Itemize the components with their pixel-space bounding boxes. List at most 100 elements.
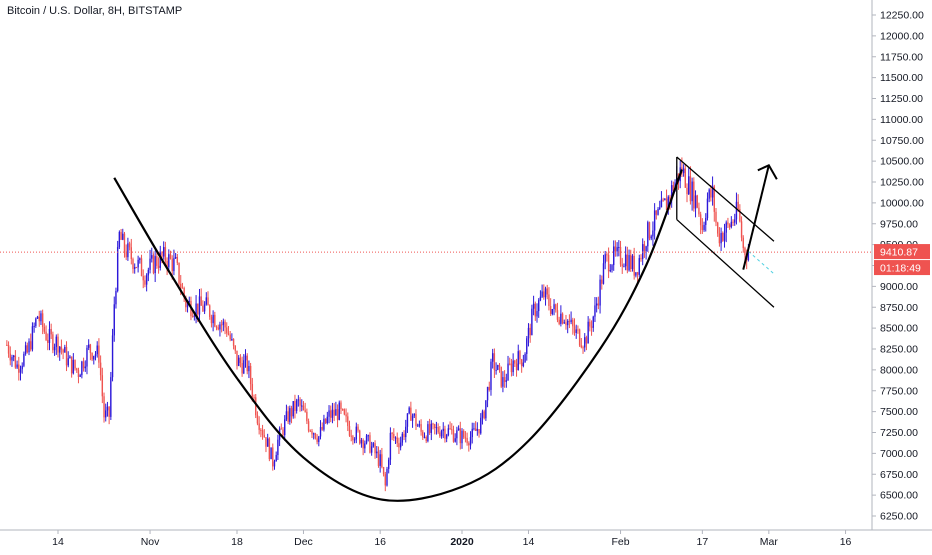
candle-body xyxy=(263,435,265,438)
candle-body xyxy=(93,355,95,360)
candle-body xyxy=(388,459,390,469)
candle-body xyxy=(515,363,518,371)
candle-body xyxy=(493,353,496,371)
candle-body xyxy=(309,430,311,432)
candle-body xyxy=(135,267,138,269)
x-tick-label: 14 xyxy=(523,536,535,548)
y-tick-label: 7000.00 xyxy=(880,448,918,460)
candle-body xyxy=(628,255,630,271)
candle-body xyxy=(548,294,550,307)
candle-body xyxy=(132,259,134,269)
candle-body xyxy=(427,424,429,442)
candle-body xyxy=(405,426,407,438)
candle-body xyxy=(428,424,431,433)
candle-body xyxy=(60,346,63,350)
candle-body xyxy=(686,187,688,195)
candle-body xyxy=(340,402,342,410)
candle-body xyxy=(21,365,23,370)
candle-body xyxy=(520,359,523,367)
candle-body xyxy=(524,353,526,363)
candle-body xyxy=(197,303,199,315)
candle-body xyxy=(142,276,144,281)
candle-body xyxy=(655,210,658,215)
candle-body xyxy=(514,360,516,364)
x-tick-label: Feb xyxy=(611,536,629,548)
y-tick-label: 8750.00 xyxy=(880,302,918,314)
candle-body xyxy=(231,339,233,341)
candle-body xyxy=(711,186,714,198)
candle-body xyxy=(169,254,172,259)
candle-body xyxy=(440,431,443,437)
candle-body xyxy=(645,246,647,252)
candle-body xyxy=(147,269,150,276)
candle-body xyxy=(188,300,190,303)
candle-body xyxy=(539,296,542,301)
candle-body xyxy=(195,303,197,316)
candle-body xyxy=(607,254,610,272)
candle-body xyxy=(727,222,729,225)
candle-body xyxy=(130,247,132,260)
candle-body xyxy=(585,337,588,344)
candle-body xyxy=(650,236,652,239)
candle-body xyxy=(480,417,482,434)
candle-body xyxy=(505,380,508,382)
candle-body xyxy=(401,433,404,443)
candle-body xyxy=(101,375,104,397)
candle-body xyxy=(209,305,211,317)
candle-body xyxy=(682,168,685,174)
candle-body xyxy=(391,432,393,434)
candle-body xyxy=(299,399,301,406)
candle-body xyxy=(270,447,272,460)
candle-body xyxy=(403,433,405,438)
candle-body xyxy=(369,435,371,453)
candle-body xyxy=(507,363,509,381)
candle-body xyxy=(236,350,238,366)
candle-body xyxy=(444,428,446,439)
candle-body xyxy=(430,423,433,433)
candle-body xyxy=(394,437,397,439)
y-tick-label: 8000.00 xyxy=(880,364,918,376)
candle-body xyxy=(331,409,334,418)
candle-body xyxy=(594,305,596,317)
candle-body xyxy=(265,437,267,447)
candle-body xyxy=(456,430,458,439)
candle-body xyxy=(563,322,565,324)
candle-body xyxy=(747,253,750,261)
candle-body xyxy=(362,439,364,449)
candle-body xyxy=(139,258,141,260)
candle-body xyxy=(653,210,656,231)
candle-body xyxy=(227,333,230,335)
candle-body xyxy=(64,347,66,353)
candle-body xyxy=(198,296,201,315)
candle-body xyxy=(415,413,417,426)
candle-body xyxy=(287,411,289,422)
candle-body xyxy=(335,409,337,416)
candle-body xyxy=(413,413,415,416)
candle-body xyxy=(696,195,698,208)
candle-body xyxy=(328,410,330,417)
candle-body xyxy=(561,313,564,324)
candle-body xyxy=(258,423,260,430)
candle-body xyxy=(580,345,583,348)
candle-body xyxy=(232,339,235,346)
candle-body xyxy=(48,329,51,343)
y-tick-label: 12250.00 xyxy=(880,10,924,22)
candle-body xyxy=(723,232,726,241)
candle-body xyxy=(584,337,586,348)
candle-body xyxy=(77,370,80,377)
candle-body xyxy=(151,255,153,259)
candle-body xyxy=(457,428,460,431)
candle-body xyxy=(156,256,158,266)
candle-body xyxy=(379,454,381,466)
candle-body xyxy=(377,451,380,466)
candle-body xyxy=(11,357,13,361)
candle-body xyxy=(159,252,161,268)
candle-body xyxy=(495,369,497,371)
candle-body xyxy=(98,345,100,363)
candle-body xyxy=(224,321,226,328)
y-tick-label: 12000.00 xyxy=(880,30,924,42)
candle-body xyxy=(86,347,88,367)
